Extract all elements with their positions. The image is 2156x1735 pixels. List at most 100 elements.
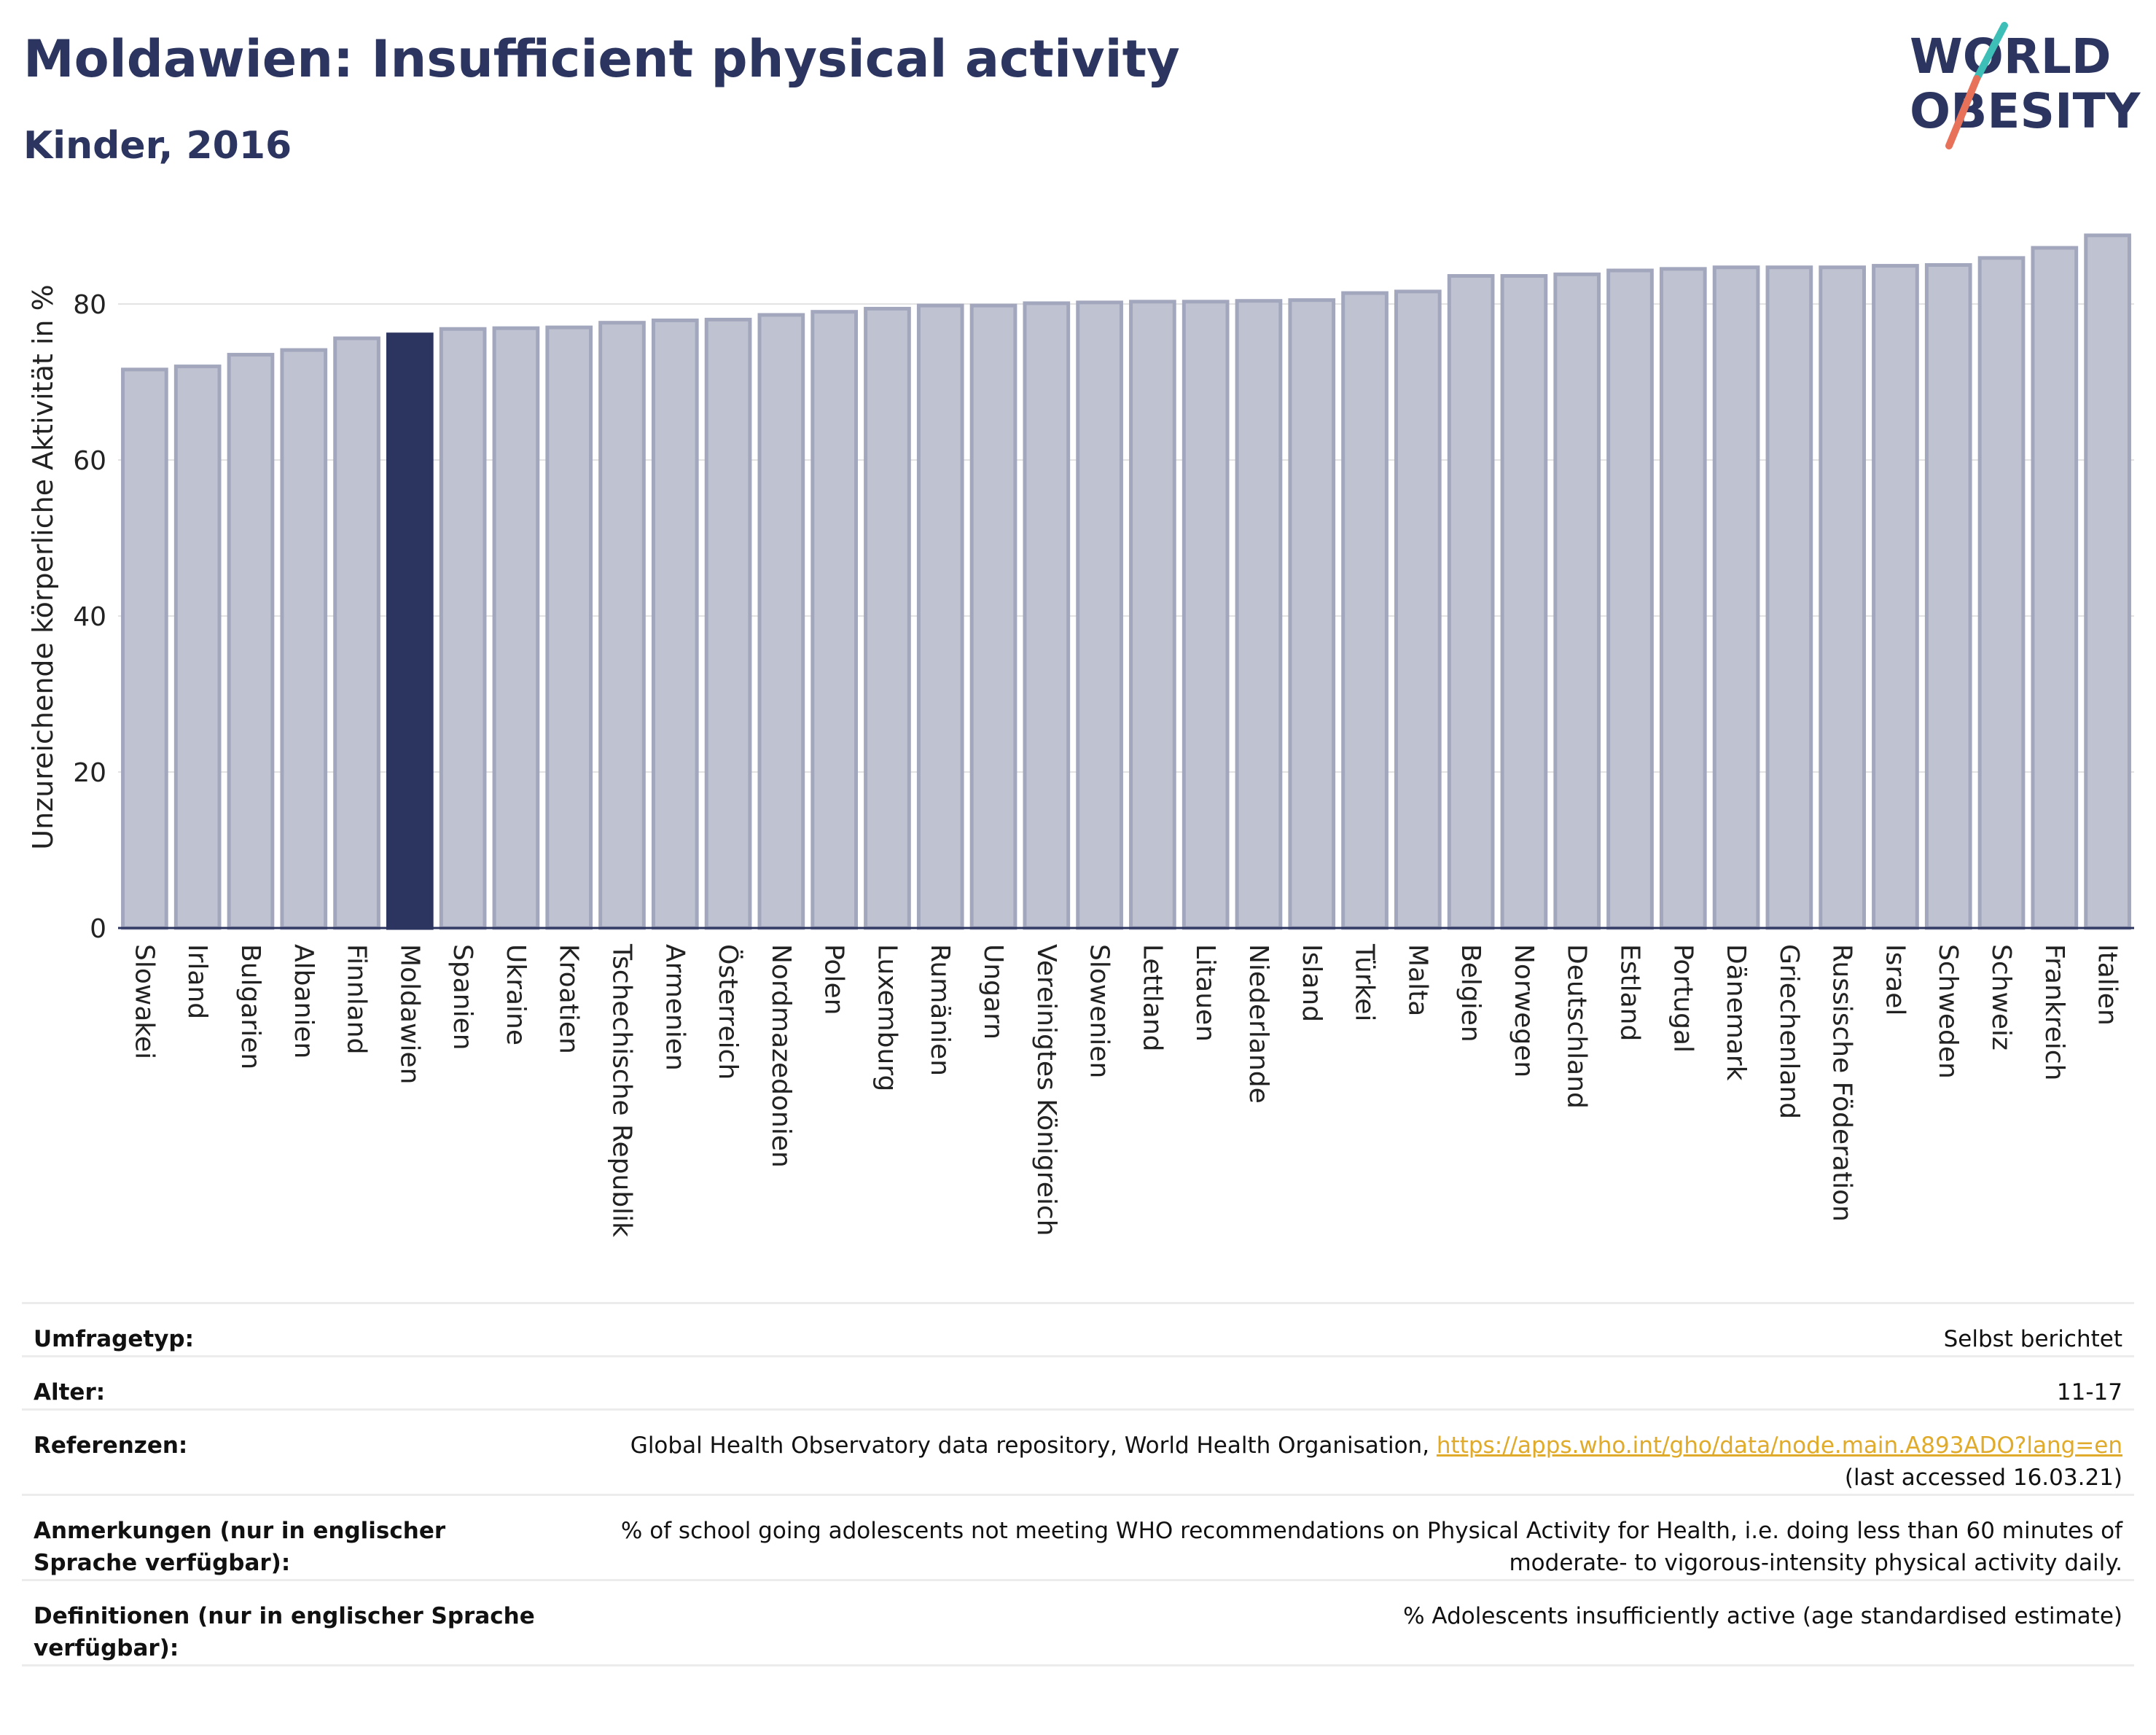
x-tick-label: Ukraine [501, 944, 531, 1045]
info-row-survey-type: Umfragetyp: Selbst berichtet [22, 1302, 2134, 1357]
info-value: Global Health Observatory data repositor… [630, 1432, 1437, 1459]
bar-deutschland [1553, 272, 1601, 930]
x-tick-label: Ungarn [978, 944, 1008, 1040]
x-tick-label: Portugal [1668, 944, 1698, 1053]
x-tick-label: Österreich [713, 944, 743, 1080]
x-tick-label: Polen [819, 944, 849, 1015]
x-tick-label: Schweden [1933, 944, 1963, 1079]
page-subtitle: Kinder, 2016 [23, 124, 292, 168]
bar-tschechische-republik [598, 321, 646, 930]
info-row-references: Referenzen: Global Health Observatory da… [22, 1408, 2134, 1495]
x-tick-label: Moldawien [394, 944, 424, 1084]
bar-albanien [280, 348, 328, 930]
bar-italien [2084, 233, 2131, 930]
bar-moldawien [386, 332, 434, 930]
bar-belgien [1447, 273, 1495, 930]
info-value: 11-17 [544, 1355, 2134, 1410]
info-key: Alter: [22, 1355, 544, 1410]
bar-nordmazedonien [757, 313, 805, 930]
info-key: Anmerkungen (nur in englischer Sprache v… [22, 1494, 544, 1580]
bar-bulgarien [227, 353, 275, 930]
bar-griechenland [1765, 265, 1813, 930]
bar-chart: 0 20 40 60 80 Slowakei Irland Bulgarien Albanie… [27, 233, 2134, 1237]
bar-türkei [1341, 291, 1388, 930]
bar-rumänien [916, 303, 964, 930]
x-tick-label: Malta [1402, 944, 1432, 1016]
x-tick-label: Slowenien [1085, 944, 1114, 1078]
bar-österreich [704, 317, 752, 930]
x-tick-label: Lettland [1137, 944, 1167, 1052]
x-tick-label: Kroatien [554, 944, 584, 1054]
x-tick-label: Spanien [448, 944, 477, 1050]
bar-slowenien [1076, 300, 1123, 930]
x-tick-label: Norwegen [1509, 944, 1539, 1077]
x-tick-label: Nordmazedonien [766, 944, 796, 1168]
x-tick-label: Israel [1880, 944, 1910, 1015]
bar-estland [1606, 268, 1654, 930]
info-row-age: Alter: 11-17 [22, 1355, 2134, 1410]
bar-slowakei [121, 367, 168, 930]
x-tick-label: Litauen [1190, 944, 1220, 1042]
bar-norwegen [1500, 273, 1548, 930]
info-table: Umfragetyp: Selbst berichtet Alter: 11-1… [22, 1302, 2134, 1666]
y-tick-labels: 0 20 40 60 80 [73, 290, 106, 944]
x-tick-label: Bulgarien [235, 944, 265, 1069]
bar-island [1288, 298, 1336, 930]
reference-link[interactable]: https://apps.who.int/gho/data/node.main.… [1436, 1432, 2122, 1459]
x-tick-label: Russische Föderation [1827, 944, 1857, 1222]
info-key: Umfragetyp: [22, 1302, 544, 1357]
x-tick-label: Estland [1615, 944, 1645, 1041]
x-tick-label: Italien [2093, 944, 2122, 1026]
x-tick-label: Türkei [1350, 943, 1380, 1021]
bar-israel [1872, 264, 1919, 930]
x-tick-label: Island [1297, 944, 1327, 1022]
x-tick-label: Finnland [342, 944, 372, 1054]
x-tick-label: Armenien [660, 944, 690, 1071]
info-value: % Adolescents insufficiently active (age… [544, 1579, 2134, 1666]
bar-portugal [1659, 267, 1707, 930]
x-tick-label: Niederlande [1243, 944, 1273, 1104]
x-tick-label: Deutschland [1562, 944, 1592, 1109]
x-tick-label: Griechenland [1774, 944, 1804, 1119]
y-tick-label: 0 [90, 914, 106, 944]
x-tick-label: Albanien [289, 944, 319, 1058]
svg-text:OBESITY: OBESITY [1910, 83, 2141, 139]
y-tick-label: 40 [73, 602, 106, 632]
bar-finnland [333, 336, 380, 930]
svg-text:WORLD: WORLD [1910, 28, 2112, 85]
bar-russische-föderation [1819, 265, 1867, 930]
y-tick-label: 20 [73, 758, 106, 788]
y-tick-label: 80 [73, 290, 106, 320]
x-tick-label: Schweiz [1986, 944, 2016, 1050]
bar-polen [811, 310, 859, 930]
x-tick-label: Irland [182, 944, 212, 1019]
bar-malta [1394, 289, 1442, 930]
bar-armenien [651, 318, 699, 930]
info-key: Referenzen: [22, 1408, 544, 1495]
x-tick-labels: Slowakei Irland Bulgarien Albanien Finnland M… [129, 943, 2122, 1237]
x-tick-label: Luxemburg [872, 944, 902, 1091]
x-tick-label: Dänemark [1721, 944, 1751, 1081]
bars [118, 233, 2134, 930]
y-tick-label: 60 [73, 446, 106, 476]
x-tick-label: Rumänien [925, 944, 955, 1076]
bar-frankreich [2031, 246, 2079, 930]
x-tick-label: Belgien [1456, 944, 1485, 1042]
x-tick-label: Frankreich [2039, 944, 2069, 1080]
y-axis-label: Unzureichende körperliche Aktivität in % [27, 284, 59, 849]
bar-irland [173, 364, 222, 930]
bar-ungarn [969, 303, 1018, 930]
info-value-accessed: (last accessed 16.03.21) [1844, 1465, 2122, 1491]
bar-schweiz [1977, 256, 2026, 930]
bar-schweden [1924, 263, 1972, 930]
bar-kroatien [545, 325, 593, 930]
info-row-definitions: Definitionen (nur in englischer Sprache … [22, 1579, 2134, 1666]
bar-niederlande [1235, 299, 1283, 930]
info-value: % of school going adolescents not meetin… [544, 1494, 2134, 1580]
info-value: Selbst berichtet [544, 1302, 2134, 1357]
bar-spanien [439, 327, 487, 930]
page-title: Moldawien: Insufficient physical activit… [23, 29, 1180, 89]
x-tick-label: Slowakei [129, 944, 159, 1059]
bar-luxemburg [864, 306, 911, 930]
bar-vereinigtes-königreich [1023, 301, 1071, 930]
